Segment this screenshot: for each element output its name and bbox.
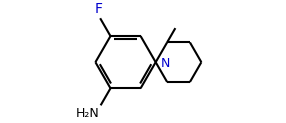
- Text: F: F: [95, 2, 103, 16]
- Text: N: N: [161, 57, 170, 70]
- Text: H₂N: H₂N: [75, 107, 99, 120]
